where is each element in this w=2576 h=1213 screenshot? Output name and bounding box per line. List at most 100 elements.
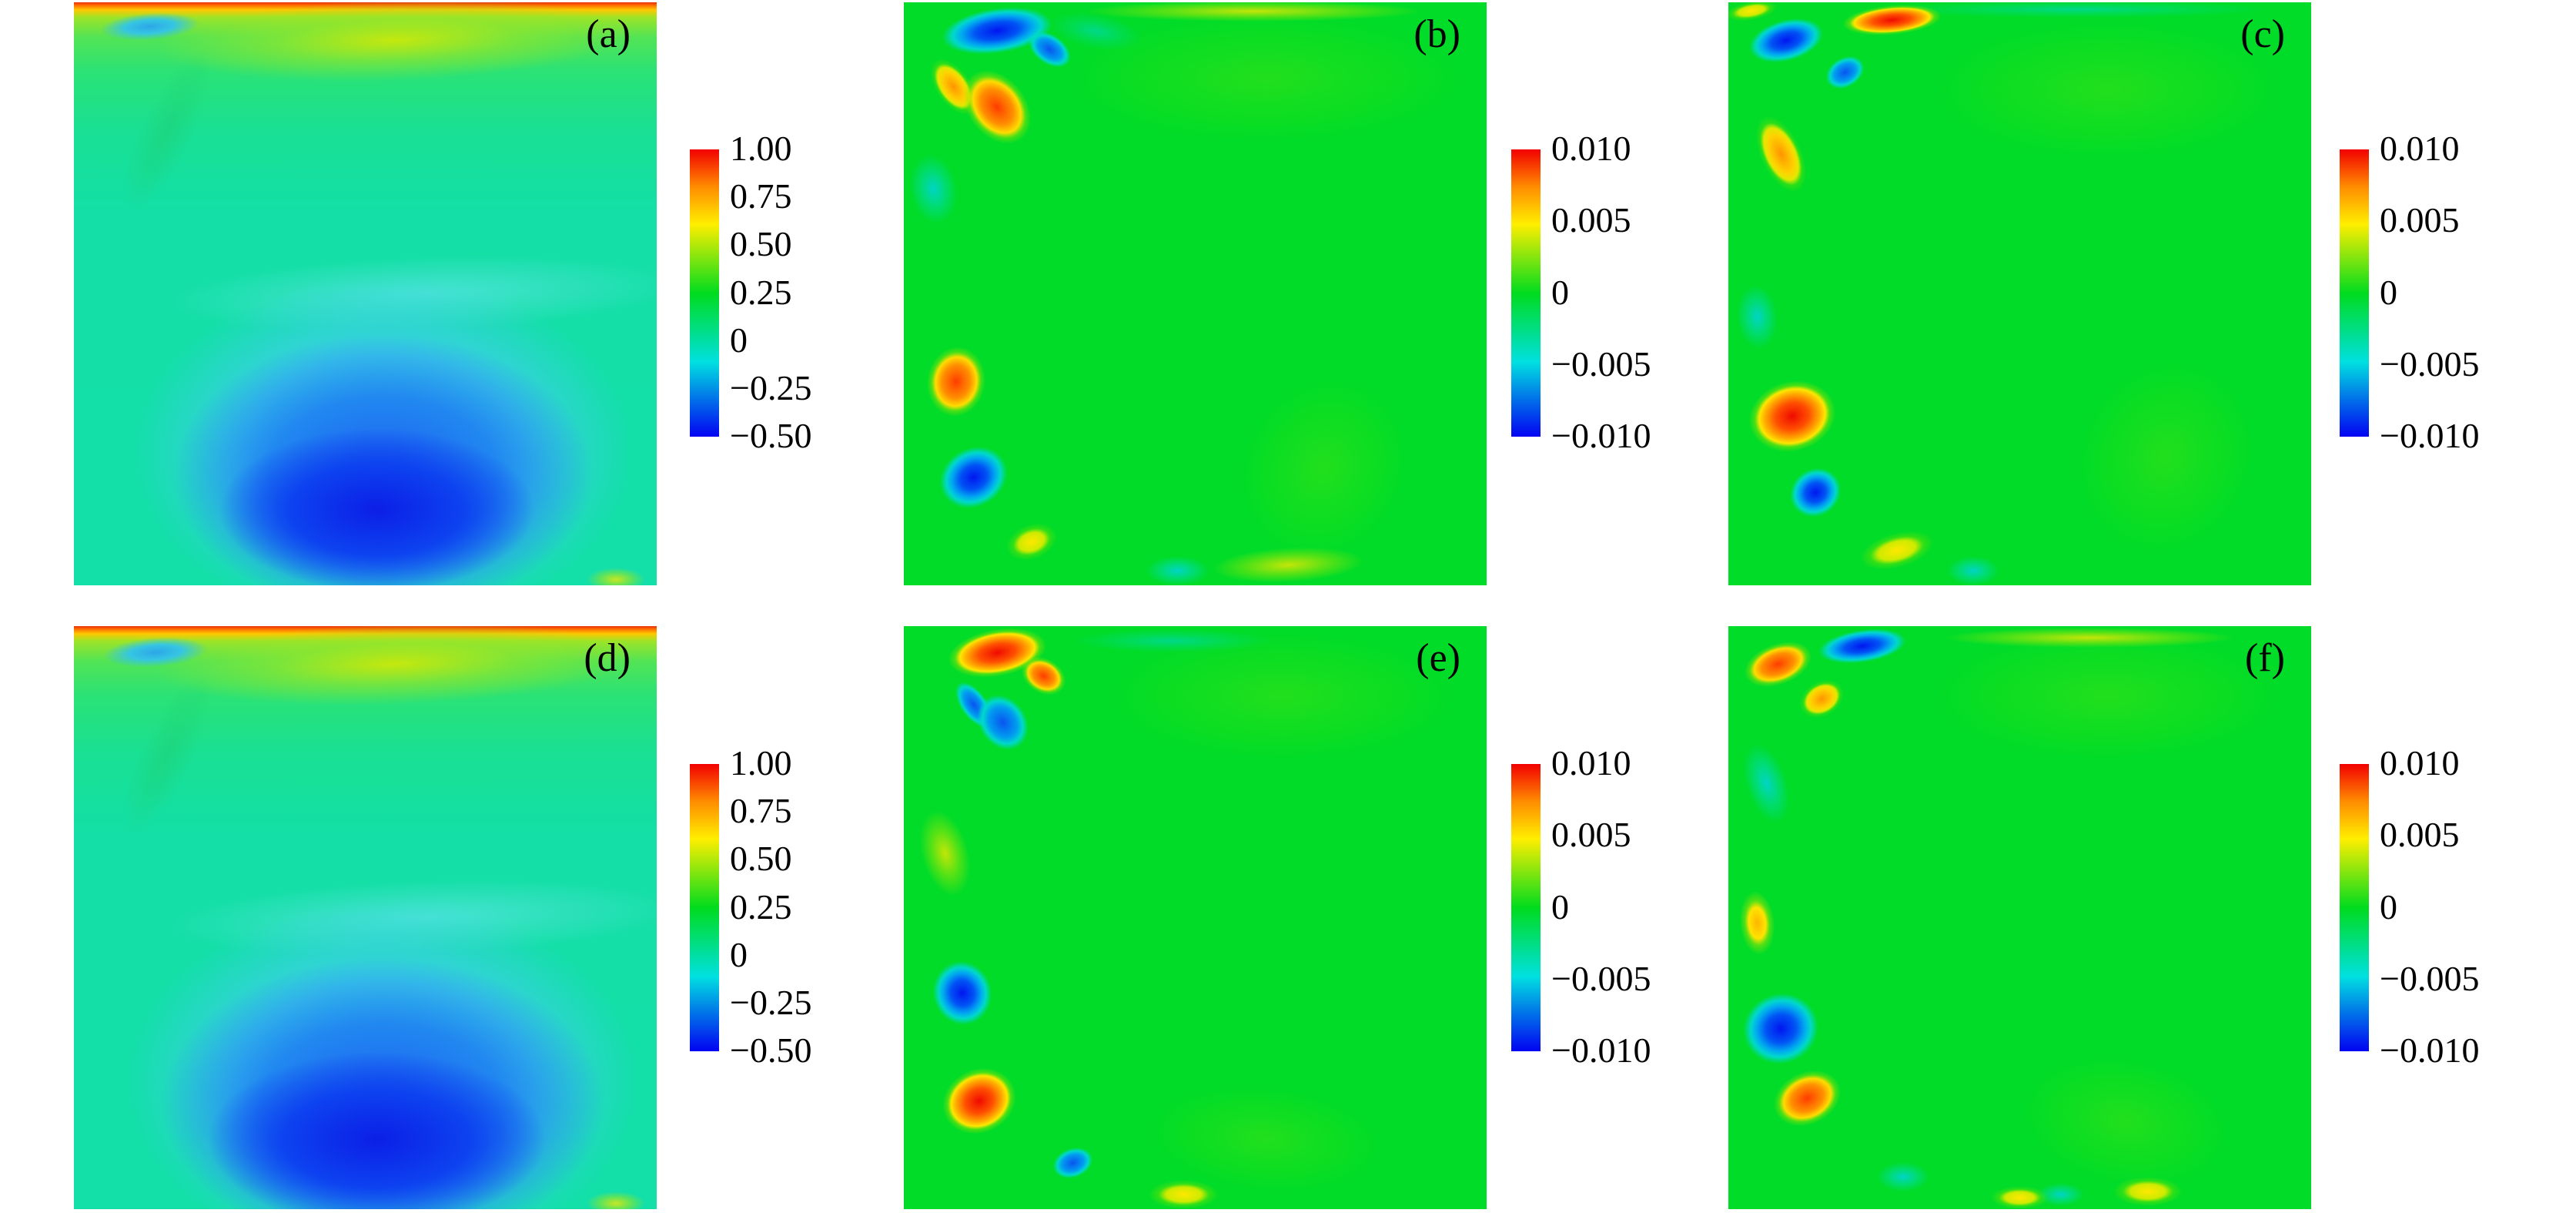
colorbar-ticks: 0.010 0.005 0 −0.005 −0.010 (2380, 746, 2534, 1068)
colorbar-tick-label: 0.75 (730, 791, 792, 831)
contour-blob-softcyan (904, 150, 962, 228)
colorbar-gradient (690, 149, 719, 437)
colorbar-tick-label: 0.005 (1551, 200, 1631, 240)
contour-blob-greenhaze (2044, 330, 2287, 585)
contour-blob-red (932, 1056, 1028, 1147)
panel-label: (b) (1413, 12, 1460, 56)
colorbar-tick-label: 0.010 (2380, 129, 2460, 169)
colorbar-tick-label: 0.75 (730, 176, 792, 216)
colorbar-gradient (1511, 149, 1541, 437)
contour-blob-yellowthin (1084, 2, 1423, 22)
contour-blob-yellow (1148, 1180, 1219, 1209)
contour-blob-deepblue (1816, 626, 1909, 669)
colorbar-tick-label: 0.010 (2380, 743, 2460, 783)
colorbar-tick-label: 0.25 (730, 886, 792, 927)
contour-blob-yellow (2113, 1177, 2183, 1207)
colorbar-tick-label: 0 (2380, 886, 2397, 927)
contour-blob-yellow (1728, 2, 1779, 25)
colorbar-tick-label: −0.005 (1551, 958, 1651, 998)
colorbar-tick-label: −0.005 (1551, 343, 1651, 384)
colorbar-tick-label: 0 (730, 320, 748, 360)
colorbar-tick-label: 0 (730, 934, 748, 974)
colorbar-tick-label: −0.50 (730, 416, 812, 456)
contour-blob-orangered (1738, 632, 1818, 695)
contour-blob-yellow (1001, 516, 1063, 568)
colorbar-tick-label: 0 (2380, 272, 2397, 312)
colorbar-gradient (2340, 764, 2369, 1051)
colorbar-ticks: 0.010 0.005 0 −0.005 −0.010 (2380, 131, 2534, 454)
contour-blob-yelloworange (1737, 890, 1778, 957)
contour-blob-red (1841, 2, 1942, 39)
contour-blob-yellowthin (1212, 543, 1366, 585)
contour-blob-softcyan (1877, 1162, 1930, 1192)
colorbar-tick-label: 0.005 (2380, 200, 2460, 240)
contour-blob-blue (1819, 49, 1870, 95)
colorbar-ticks: 0.010 0.005 0 −0.005 −0.010 (1551, 746, 1705, 1068)
contour-blob-deepblue (928, 434, 1019, 521)
contour-blob-softcyan (1946, 556, 1999, 585)
contour-blob-deepblue (1745, 10, 1829, 70)
panel-label: (d) (584, 636, 631, 680)
contour-blob-orange (1745, 108, 1817, 200)
colorbar-tick-label: 1.00 (730, 743, 792, 783)
contour-blob-orangered (922, 342, 990, 421)
contour-blob-bowl_deep (208, 1051, 547, 1209)
contour-blob-cyanthin (1072, 628, 1271, 653)
contour-blob-softcyan (1146, 556, 1210, 585)
colorbar-tick-label: 0.005 (2380, 815, 2460, 855)
colorbar-tick-label: 0 (1551, 886, 1569, 927)
contour-blob-deepblue (1733, 982, 1828, 1074)
colorbar-tick-label: −0.010 (2380, 1030, 2480, 1071)
contour-blob-yellow (1990, 1185, 2049, 1209)
contour-blob-greenstreak (106, 40, 228, 221)
contour-blob-softcyan (1734, 738, 1798, 829)
colorbar-tick-label: 0.25 (730, 272, 792, 312)
colorbar-ticks: 1.00 0.75 0.50 0.25 0 −0.25 −0.50 (730, 131, 884, 454)
contour-blob-red (1741, 370, 1844, 462)
contour-blob-orange (1792, 672, 1851, 726)
contour-blob-softcyan (1734, 283, 1781, 351)
contour-blob-yellowthin (911, 805, 979, 902)
contour-blob-greenhaze (1107, 632, 1458, 761)
contour-blob-yellowthin (587, 1191, 645, 1209)
colorbar-tick-label: 0.010 (1551, 129, 1631, 169)
contour-field-b: (b) (904, 2, 1487, 585)
panel-label: (e) (1416, 636, 1460, 680)
colorbar-tick-label: 0.50 (730, 839, 792, 879)
colorbar-tick-label: −0.005 (2380, 343, 2480, 384)
colorbar-tick-label: −0.010 (1551, 416, 1651, 456)
colorbar-tick-label: −0.25 (730, 367, 812, 407)
panel-label: (a) (586, 12, 631, 56)
colorbar-tick-label: 0.005 (1551, 815, 1631, 855)
contour-blob-ylens (154, 626, 635, 713)
colorbar-ticks: 1.00 0.75 0.50 0.25 0 −0.25 −0.50 (730, 746, 884, 1068)
contour-blob-yellowthin (587, 568, 645, 585)
contour-field-e: (e) (904, 626, 1487, 1209)
colorbar-tick-label: −0.010 (2380, 416, 2480, 456)
contour-field-c: (c) (1728, 2, 2311, 585)
colorbar-tick-label: −0.005 (2380, 958, 2480, 998)
contour-blob-cyanthin (1885, 2, 2270, 18)
colorbar-tick-label: −0.25 (730, 982, 812, 1022)
contour-blob-ylens (154, 2, 635, 89)
contour-field-d: (d) (74, 626, 657, 1209)
contour-blob-deepblue (1781, 457, 1851, 527)
contour-field-a: (a) (74, 2, 657, 585)
colorbar-gradient (2340, 149, 2369, 437)
contour-blob-blue (1049, 1141, 1097, 1184)
contour-field-f: (f) (1728, 626, 2311, 1209)
colorbar-tick-label: −0.50 (730, 1030, 812, 1071)
panel-label: (c) (2240, 12, 2285, 56)
contour-blob-deepblue (925, 954, 999, 1032)
contour-blob-yellowthin (1944, 628, 2236, 648)
colorbar-tick-label: 0 (1551, 272, 1569, 312)
contour-blob-greenhaze (1932, 19, 2283, 160)
contour-blob-greenhaze (1932, 632, 2283, 761)
colorbar-gradient (1511, 764, 1541, 1051)
colorbar-gradient (690, 764, 719, 1051)
panel-label: (f) (2245, 636, 2285, 680)
contour-blob-bowl_deep (219, 427, 535, 585)
colorbar-tick-label: −0.010 (1551, 1030, 1651, 1071)
colorbar-ticks: 0.010 0.005 0 −0.005 −0.010 (1551, 131, 1705, 454)
colorbar-tick-label: 1.00 (730, 129, 792, 169)
